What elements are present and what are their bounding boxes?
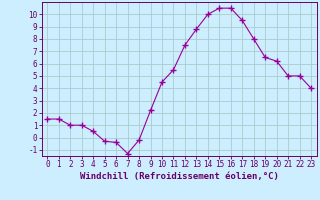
X-axis label: Windchill (Refroidissement éolien,°C): Windchill (Refroidissement éolien,°C)	[80, 172, 279, 181]
